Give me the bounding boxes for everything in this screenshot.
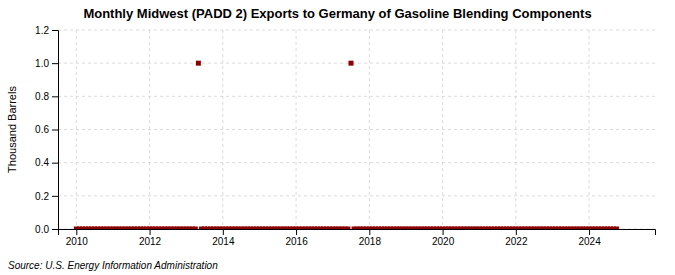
grid-line [442,30,443,229]
tick-mark [296,229,297,235]
tick-mark [52,63,58,64]
annotation: Source: U.S. Energy Information Administ… [8,260,218,271]
x-tick: 2020 [432,229,455,247]
point [193,227,198,230]
tick-mark [589,229,590,235]
grid-line [58,195,655,196]
tick-label: 0.0 [35,224,49,235]
tick-mark [223,229,224,235]
y-tick: 1.0 [35,58,58,69]
tick-label: 2014 [212,236,235,247]
point [345,227,350,230]
tick-label: 0.2 [35,191,49,202]
tick-label: 2012 [139,236,162,247]
y-tick: 0.4 [35,157,58,168]
x-tick: 2010 [66,229,89,247]
tick-mark [52,96,58,97]
tick-label: 0.6 [35,124,49,135]
point [196,61,201,66]
tick-mark [516,229,517,235]
point [349,61,354,66]
tick-mark [52,30,58,31]
tick-label: 1.2 [35,25,49,36]
x-tick: 2024 [578,229,601,247]
plot: 201020122014201620182020202220240.00.20.… [35,25,655,247]
grid-line [76,30,77,229]
axis-line [59,230,656,236]
tick-label: 2024 [578,236,601,247]
y-axis: 0.0 0.2 0.4 0.6 0.8 1.0 1.2 [35,25,58,235]
grid-line [589,30,590,229]
tick-label: 0.8 [35,91,49,102]
grid-line [58,96,655,97]
tick-label: 2018 [359,236,382,247]
tick-label: 2020 [432,236,455,247]
tick-mark [76,229,77,235]
point [614,227,619,230]
grid-line [149,30,150,229]
x-tick: 2012 [139,229,162,247]
y-tick: 0.0 [35,224,58,235]
grid-line [58,63,655,64]
tick-label: 2010 [66,236,89,247]
grid-line [58,129,655,130]
y-tick: 0.2 [35,191,58,202]
tick-label: 0.4 [35,157,49,168]
y-tick: 1.2 [35,25,58,36]
tick-mark [52,163,58,164]
tick-mark [150,229,151,235]
x-tick: 2022 [505,229,528,247]
y-tick: 0.6 [35,124,58,135]
tick-mark [52,130,58,131]
tick-label: 2022 [505,236,528,247]
x-tick: 2016 [285,229,308,247]
grid-line [58,162,655,163]
grid-line [58,30,655,31]
chart: 201020122014201620182020202220240.00.20.… [0,0,675,275]
y-axis-title: Thousand Barrels [6,86,18,173]
tick-label: 1.0 [35,58,49,69]
grid-line [296,30,297,229]
grid [58,30,655,229]
tick-label: 2016 [285,236,308,247]
x-tick: 2014 [212,229,235,247]
grid-line [369,30,370,229]
x-tick: 2018 [359,229,382,247]
grid-line [515,30,516,229]
tick-mark [52,196,58,197]
title: Monthly Midwest (PADD 2) Exports to Germ… [83,6,591,21]
tick-mark [52,229,58,230]
y-tick: 0.8 [35,91,58,102]
axis-line [52,31,59,230]
grid-line [222,30,223,229]
tick-mark [443,229,444,235]
tick-mark [369,229,370,235]
points [74,61,619,229]
x-axis: 2010 2012 2014 2016 2018 2020 2022 2024 [59,229,656,247]
